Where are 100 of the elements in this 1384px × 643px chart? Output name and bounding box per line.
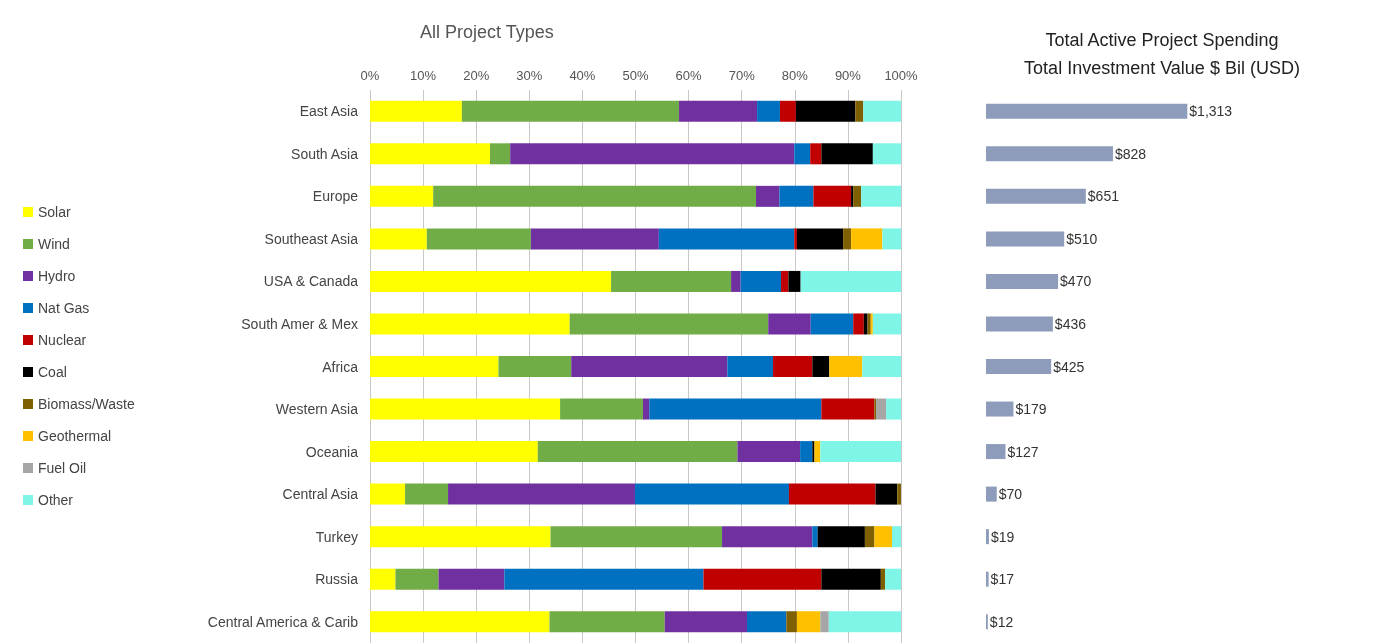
bar	[885, 568, 901, 590]
x-tick-label: 60%	[675, 68, 703, 83]
bar	[986, 273, 1059, 289]
bar	[370, 611, 550, 633]
bar	[779, 100, 796, 122]
bar	[897, 483, 901, 505]
bar	[986, 529, 989, 545]
bar	[448, 483, 635, 505]
bar	[872, 313, 901, 335]
chart-subtitle: Total Investment Value $ Bil (USD)	[1024, 58, 1300, 78]
y-tick-label: Oceania	[305, 443, 359, 460]
legend-label: Coal	[38, 364, 67, 380]
bar	[821, 568, 881, 590]
bar	[986, 571, 989, 587]
y-tick-label: Russia	[315, 571, 359, 588]
bar	[986, 231, 1065, 247]
bar	[370, 100, 462, 122]
x-tick-label: 70%	[728, 68, 756, 83]
chart-title: Total Active Project Spending	[1045, 30, 1279, 50]
bar	[433, 185, 757, 207]
bar	[853, 313, 864, 335]
bar	[370, 228, 427, 250]
bar	[800, 441, 813, 463]
bar	[788, 270, 801, 292]
bar	[611, 270, 732, 292]
bar	[820, 441, 901, 463]
legend-label: Geothermal	[38, 428, 112, 444]
bar	[812, 356, 830, 377]
bar	[756, 185, 780, 207]
x-tick-label: 30%	[516, 68, 543, 83]
bar	[795, 100, 856, 122]
data-label: $828	[1114, 145, 1147, 162]
bar	[490, 143, 511, 165]
bar	[863, 313, 868, 335]
bar	[510, 143, 795, 165]
bar	[780, 270, 789, 292]
y-tick-label: Central America & Carib	[207, 613, 359, 630]
bar	[779, 185, 814, 207]
bar	[642, 398, 650, 420]
bar	[498, 356, 572, 377]
x-tick-label: 0%	[360, 68, 380, 83]
data-label: $510	[1066, 230, 1098, 247]
bar	[986, 146, 1113, 162]
data-label: $179	[1015, 401, 1047, 418]
bar	[986, 316, 1053, 332]
bar	[571, 356, 728, 377]
data-label: $1,313	[1189, 103, 1233, 120]
bar	[828, 611, 901, 633]
bar	[800, 270, 901, 292]
legend-label: Solar	[38, 204, 72, 220]
bar	[768, 313, 811, 335]
data-label: $425	[1053, 358, 1085, 375]
bar	[370, 398, 561, 420]
y-tick-label: Turkey	[315, 528, 358, 545]
bar	[560, 398, 643, 420]
legend-label: Biomass/Waste	[38, 396, 135, 412]
bar	[796, 228, 844, 250]
x-tick-label: 100%	[884, 68, 919, 83]
bar	[649, 398, 822, 420]
bar	[812, 441, 815, 463]
bar	[370, 526, 551, 548]
y-tick-label: Central Asia	[282, 486, 359, 503]
bar	[810, 143, 822, 165]
bar	[986, 401, 1014, 417]
bar	[855, 100, 864, 122]
bar	[740, 270, 781, 292]
legend-label: Wind	[38, 236, 70, 252]
legend-label: Hydro	[38, 268, 76, 284]
bar	[891, 526, 901, 548]
data-label: $651	[1087, 188, 1120, 205]
bar	[370, 313, 570, 335]
bar	[813, 185, 852, 207]
bar	[821, 143, 873, 165]
bar	[550, 526, 723, 548]
bar	[395, 568, 439, 590]
chart-title: All Project Types	[420, 22, 554, 42]
bar	[788, 483, 876, 505]
bar	[794, 228, 797, 250]
bar	[820, 611, 829, 633]
bar	[504, 568, 704, 590]
bar	[986, 103, 1188, 119]
bar	[796, 611, 821, 633]
bar	[370, 441, 538, 463]
bar	[986, 188, 1086, 204]
bar	[864, 526, 875, 548]
bar	[747, 611, 787, 633]
bar	[843, 228, 852, 250]
y-tick-label: USA & Canada	[263, 273, 359, 290]
y-tick-label: South Amer & Mex	[241, 315, 358, 332]
bar	[634, 483, 789, 505]
legend-label: Nuclear	[38, 332, 87, 348]
legend-label: Nat Gas	[38, 300, 90, 316]
data-label: $70	[998, 486, 1023, 503]
data-label: $12	[989, 613, 1014, 630]
x-tick-label: 20%	[463, 68, 490, 83]
bar	[405, 483, 449, 505]
bar	[370, 270, 612, 292]
y-tick-label: Africa	[322, 358, 359, 375]
bar	[679, 100, 758, 122]
bar	[986, 444, 1006, 460]
